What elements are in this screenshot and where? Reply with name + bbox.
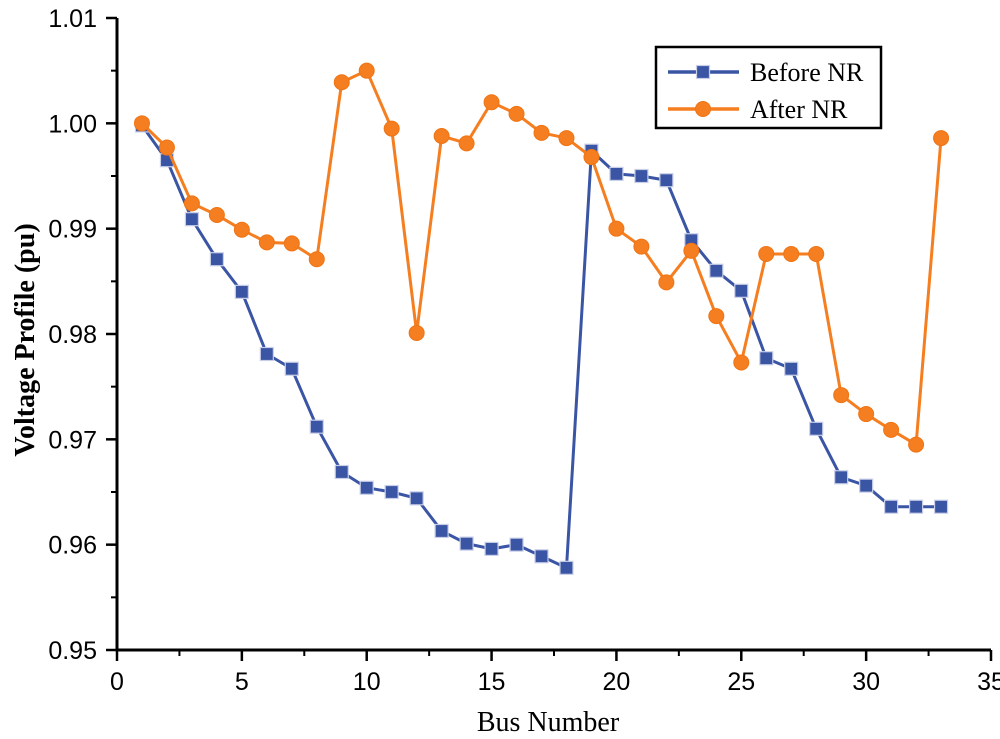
marker-circle [783,245,800,262]
x-tick-label-20: 20 [603,668,631,696]
marker-circle [633,238,650,255]
marker-square [659,173,674,188]
marker-square [634,168,649,184]
x-tick-label-0: 0 [110,668,124,696]
x-tick-label-10: 10 [353,668,381,696]
marker-square [784,361,799,376]
marker-circle [833,387,850,404]
marker-circle [483,94,500,111]
legend-label-1: After NR [750,95,848,124]
marker-square [509,537,524,552]
marker-square [834,470,849,485]
marker-circle [333,74,350,91]
marker-square [384,484,399,500]
y-tick-label-0.98: 0.98 [48,321,97,349]
y-tick-label-0.97: 0.97 [48,426,97,454]
marker-circle [258,234,275,251]
marker-circle [808,245,825,262]
marker-circle [358,62,375,79]
marker-square [459,536,474,551]
marker-square [695,64,711,80]
marker-circle [908,436,925,453]
marker-circle [158,139,175,156]
marker-circle [695,101,711,117]
x-tick-label-15: 15 [478,668,506,696]
marker-square [609,166,624,181]
x-axis-title: Bus Number [477,707,620,738]
marker-square [709,263,724,278]
marker-circle [458,135,475,152]
marker-circle [758,245,775,262]
marker-circle [283,235,300,252]
legend-label-0: Before NR [750,58,864,87]
marker-square [908,499,924,514]
marker-circle [508,105,525,122]
marker-square [759,351,774,366]
marker-circle [858,406,875,423]
marker-circle [708,308,725,325]
marker-square [859,478,874,493]
marker-circle [608,220,625,237]
x-tick-label-25: 25 [727,668,755,696]
marker-square [259,346,274,362]
y-tick-label-1.01: 1.01 [48,5,97,33]
marker-square [559,560,574,575]
x-tick-label-35: 35 [977,668,1000,696]
marker-square [184,212,200,227]
marker-square [409,491,424,506]
marker-circle [558,130,575,147]
marker-circle [183,195,200,212]
marker-square [359,480,374,495]
marker-circle [583,149,600,166]
x-tick-label-5: 5 [235,668,249,696]
y-tick-label-0.96: 0.96 [48,532,97,560]
legend-box [654,45,883,130]
marker-circle [933,130,950,147]
marker-circle [208,206,225,223]
marker-square [933,499,949,514]
marker-square [484,541,499,556]
marker-circle [658,274,675,291]
marker-square [884,499,899,514]
y-tick-label-0.99: 0.99 [48,216,97,244]
marker-circle [308,251,325,268]
marker-circle [383,120,400,137]
series-line [140,123,943,570]
y-tick-label-1: 1.00 [48,110,97,138]
y-axis-title: Voltage Profile (pu) [10,223,41,456]
marker-square [334,464,349,480]
marker-circle [533,124,550,141]
marker-square [309,419,324,434]
marker-circle [733,354,750,371]
legend: Before NR After NR [654,45,883,130]
marker-square [534,549,549,564]
marker-circle [133,115,150,132]
x-tick-label-30: 30 [852,668,880,696]
y-tick-label-0.95: 0.95 [48,637,97,665]
series-after-nr [133,62,950,453]
marker-circle [883,421,900,438]
marker-square [284,361,299,376]
marker-circle [233,221,250,238]
marker-square [434,523,449,539]
marker-square [809,421,824,436]
marker-square [234,284,249,299]
series-before-nr [134,118,949,575]
marker-circle [683,242,700,259]
marker-circle [433,127,450,144]
marker-circle [408,324,425,341]
marker-square [734,283,749,298]
marker-square [209,252,224,267]
